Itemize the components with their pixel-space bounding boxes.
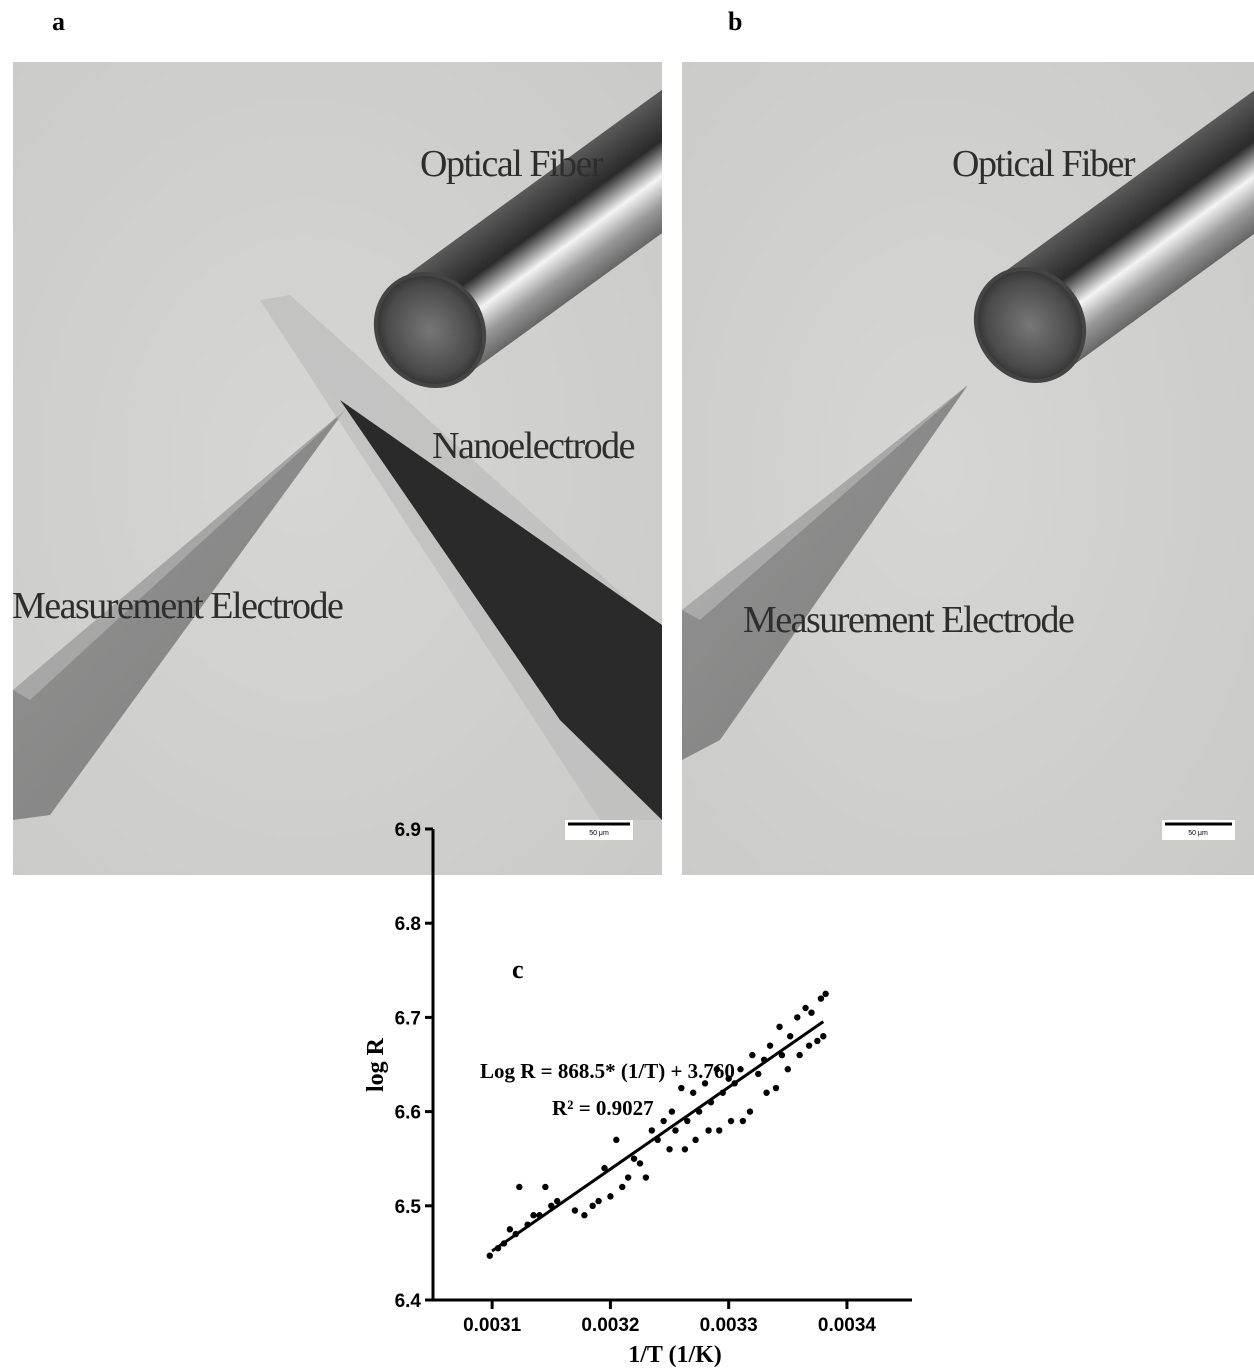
data-point bbox=[814, 1038, 820, 1044]
data-point bbox=[796, 1052, 802, 1058]
data-point bbox=[716, 1127, 722, 1133]
x-tick-label: 0.0032 bbox=[581, 1315, 639, 1336]
data-point bbox=[787, 1033, 793, 1039]
data-point bbox=[516, 1184, 522, 1190]
panel-letter: b bbox=[728, 7, 742, 36]
data-point bbox=[637, 1160, 643, 1166]
y-tick-label: 6.4 bbox=[395, 1291, 422, 1312]
data-point bbox=[589, 1203, 595, 1209]
data-point bbox=[714, 1066, 720, 1072]
data-point bbox=[678, 1085, 684, 1091]
image-label: Optical Fiber bbox=[952, 143, 1136, 185]
data-point bbox=[820, 1033, 826, 1039]
data-point bbox=[692, 1137, 698, 1143]
y-tick-label: 6.8 bbox=[395, 914, 421, 935]
panel-letter: c bbox=[512, 955, 524, 984]
data-point bbox=[581, 1212, 587, 1218]
data-point bbox=[755, 1071, 761, 1077]
data-point bbox=[776, 1024, 782, 1030]
annotation: R² = 0.9027 bbox=[552, 1096, 654, 1120]
data-point bbox=[794, 1014, 800, 1020]
data-point bbox=[749, 1052, 755, 1058]
data-point bbox=[666, 1146, 672, 1152]
data-point bbox=[625, 1174, 631, 1180]
figure: a b Optical Fiber Nanoelectrode Measurem… bbox=[0, 0, 1254, 1369]
data-point bbox=[785, 1066, 791, 1072]
data-point bbox=[737, 1066, 743, 1072]
scale-bar-label: 50 μm bbox=[1188, 830, 1208, 837]
data-point bbox=[705, 1127, 711, 1133]
image-label: Measurement Electrode bbox=[12, 585, 343, 627]
y-tick-label: 6.7 bbox=[395, 1008, 421, 1029]
data-point bbox=[530, 1212, 536, 1218]
data-point bbox=[747, 1108, 753, 1114]
data-point bbox=[725, 1075, 731, 1081]
data-point bbox=[806, 1042, 812, 1048]
image-label: Nanoelectrode bbox=[432, 425, 635, 467]
x-axis-label: 1/T (1/K) bbox=[628, 1342, 722, 1368]
scale-bar-label: 50 μm bbox=[589, 830, 609, 837]
data-point bbox=[631, 1156, 637, 1162]
data-point bbox=[740, 1118, 746, 1124]
data-point bbox=[619, 1184, 625, 1190]
data-point bbox=[822, 991, 828, 997]
annotation: Log R = 868.5* (1/T) + 3.760 bbox=[480, 1059, 735, 1083]
data-point bbox=[507, 1226, 513, 1232]
y-axis-label: log R bbox=[363, 1037, 389, 1092]
data-point bbox=[682, 1146, 688, 1152]
data-point bbox=[728, 1118, 734, 1124]
fit-line bbox=[492, 1022, 823, 1251]
data-point bbox=[763, 1090, 769, 1096]
y-tick-label: 6.9 bbox=[395, 820, 421, 841]
data-point bbox=[773, 1085, 779, 1091]
data-point bbox=[672, 1127, 678, 1133]
data-point bbox=[487, 1253, 493, 1259]
x-tick-label: 0.0034 bbox=[818, 1315, 877, 1336]
data-point bbox=[607, 1193, 613, 1199]
image-label: Measurement Electrode bbox=[743, 599, 1074, 641]
data-point bbox=[702, 1080, 708, 1086]
data-point bbox=[613, 1137, 619, 1143]
chart: c Log R = 868.5* (1/T) + 3.760 R² = 0.90… bbox=[363, 820, 912, 1368]
data-point bbox=[669, 1108, 675, 1114]
x-tick-label: 0.0031 bbox=[463, 1315, 522, 1336]
data-point bbox=[660, 1118, 666, 1124]
panel-letter: a bbox=[52, 7, 65, 36]
data-point bbox=[572, 1207, 578, 1213]
data-point bbox=[595, 1198, 601, 1204]
data-point bbox=[649, 1127, 655, 1133]
x-tick-label: 0.0033 bbox=[700, 1315, 758, 1336]
data-point bbox=[818, 995, 824, 1001]
data-point bbox=[643, 1174, 649, 1180]
data-point bbox=[808, 1009, 814, 1015]
y-tick-label: 6.5 bbox=[395, 1197, 422, 1218]
data-point bbox=[767, 1042, 773, 1048]
data-point bbox=[542, 1184, 548, 1190]
data-point bbox=[690, 1090, 696, 1096]
data-point bbox=[802, 1005, 808, 1011]
y-tick-label: 6.6 bbox=[395, 1103, 421, 1124]
image-label: Optical Fiber bbox=[420, 143, 604, 185]
